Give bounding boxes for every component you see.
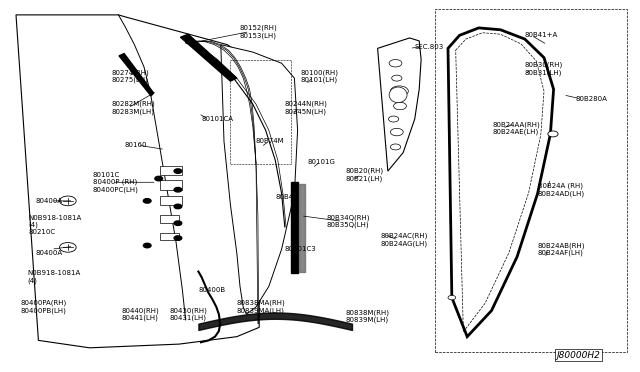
Text: 80100(RH)
80101(LH): 80100(RH) 80101(LH)	[301, 69, 339, 83]
Bar	[160, 215, 179, 223]
Circle shape	[174, 169, 182, 173]
Circle shape	[174, 236, 182, 240]
Text: 80440(RH)
80441(LH): 80440(RH) 80441(LH)	[122, 307, 159, 321]
Text: 80B24A (RH)
80B24AD(LH): 80B24A (RH) 80B24AD(LH)	[538, 183, 585, 197]
Circle shape	[143, 199, 151, 203]
Circle shape	[174, 221, 182, 225]
Circle shape	[548, 131, 558, 137]
Text: 80101C3: 80101C3	[285, 246, 317, 252]
Ellipse shape	[389, 87, 407, 103]
Text: 80101CA: 80101CA	[202, 116, 234, 122]
Text: 80838MA(RH)
80839MA(LH): 80838MA(RH) 80839MA(LH)	[237, 300, 285, 314]
Text: 80400A: 80400A	[35, 250, 62, 256]
Text: J80000H2: J80000H2	[557, 352, 591, 358]
Text: 80B280A: 80B280A	[576, 96, 608, 102]
Text: 80400PA(RH)
80400PB(LH): 80400PA(RH) 80400PB(LH)	[20, 300, 67, 314]
Circle shape	[390, 128, 403, 136]
Text: 80B30(RH)
80B31(LH): 80B30(RH) 80B31(LH)	[525, 62, 563, 76]
Text: 80400B: 80400B	[198, 287, 225, 293]
Polygon shape	[180, 34, 237, 81]
Circle shape	[448, 295, 456, 300]
Text: 80B24AA(RH)
80B24AE(LH): 80B24AA(RH) 80B24AE(LH)	[493, 121, 541, 135]
Circle shape	[394, 102, 406, 110]
Bar	[160, 196, 182, 205]
Text: 80430(RH)
80431(LH): 80430(RH) 80431(LH)	[170, 307, 207, 321]
Text: 80B24AC(RH)
80B24AG(LH): 80B24AC(RH) 80B24AG(LH)	[381, 233, 428, 247]
Circle shape	[174, 187, 182, 192]
Circle shape	[392, 75, 402, 81]
Text: 80282M(RH)
80283M(LH): 80282M(RH) 80283M(LH)	[112, 101, 156, 115]
Circle shape	[390, 86, 408, 96]
Text: J80000H2: J80000H2	[557, 351, 601, 360]
Text: N0B918-1081A
(4)
80210C: N0B918-1081A (4) 80210C	[29, 215, 82, 235]
Circle shape	[155, 176, 163, 181]
Circle shape	[60, 243, 76, 252]
Polygon shape	[448, 28, 554, 337]
Text: SEC.803: SEC.803	[415, 44, 444, 49]
Polygon shape	[16, 15, 259, 348]
Bar	[435, 9, 627, 352]
Text: 80838M(RH)
80839M(LH): 80838M(RH) 80839M(LH)	[346, 309, 390, 323]
Circle shape	[388, 116, 399, 122]
Polygon shape	[291, 182, 298, 273]
Text: 80B41: 80B41	[275, 194, 298, 200]
Text: 80B24AB(RH)
80B24AF(LH): 80B24AB(RH) 80B24AF(LH)	[538, 242, 585, 256]
Text: 80101G: 80101G	[307, 159, 335, 165]
Circle shape	[390, 144, 401, 150]
Text: 80400A: 80400A	[35, 198, 62, 204]
Polygon shape	[378, 38, 421, 171]
Polygon shape	[119, 54, 154, 96]
Text: 80B41+A: 80B41+A	[525, 32, 558, 38]
Text: 80152(RH)
80153(LH): 80152(RH) 80153(LH)	[240, 25, 278, 39]
Text: 80B20(RH)
80B21(LH): 80B20(RH) 80B21(LH)	[346, 168, 384, 182]
Circle shape	[60, 196, 76, 206]
Bar	[160, 232, 179, 240]
Bar	[160, 166, 182, 175]
Polygon shape	[221, 45, 298, 314]
Text: 80B34Q(RH)
80B35Q(LH): 80B34Q(RH) 80B35Q(LH)	[326, 214, 370, 228]
Text: 80160: 80160	[125, 142, 147, 148]
Polygon shape	[299, 184, 305, 272]
Text: N0B918-1081A
(4): N0B918-1081A (4)	[27, 270, 80, 284]
Circle shape	[174, 204, 182, 209]
Circle shape	[143, 243, 151, 248]
Text: 80B74M: 80B74M	[256, 138, 285, 144]
Circle shape	[389, 60, 402, 67]
Text: 80244N(RH)
80245N(LH): 80244N(RH) 80245N(LH)	[285, 101, 328, 115]
Bar	[160, 180, 182, 190]
Text: 80274(RH)
80275(LH): 80274(RH) 80275(LH)	[112, 69, 150, 83]
Text: 80101C
80400P (RH)
80400PC(LH): 80101C 80400P (RH) 80400PC(LH)	[93, 172, 139, 193]
